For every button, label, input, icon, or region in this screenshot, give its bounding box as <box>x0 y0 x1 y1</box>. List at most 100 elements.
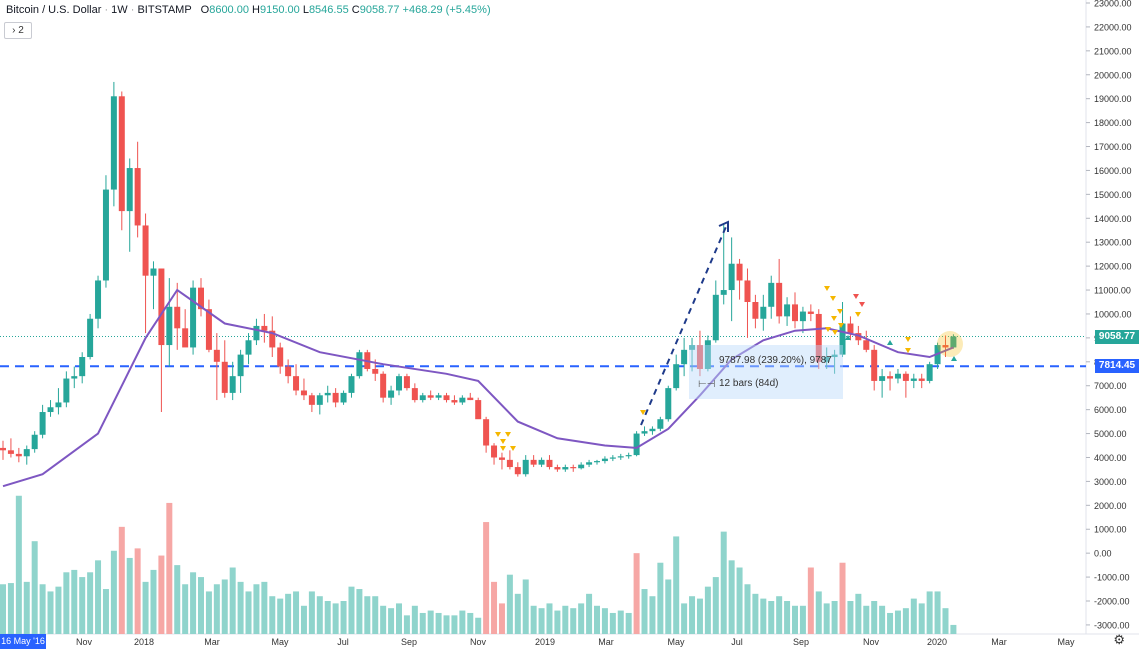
volume-bar <box>768 601 775 634</box>
candle-body <box>736 263 743 281</box>
volume-bar <box>823 603 830 634</box>
candle-body <box>689 345 696 350</box>
candle-body <box>23 449 30 457</box>
candle-body <box>673 364 680 389</box>
candle-body <box>799 311 806 322</box>
volume-bar <box>23 581 30 634</box>
volume-bar <box>570 608 577 634</box>
candle-body <box>475 400 482 420</box>
candle-body <box>760 306 767 319</box>
high-label: H <box>252 4 260 16</box>
volume-bar <box>174 565 181 634</box>
candle-body <box>514 467 521 475</box>
signal-marker <box>859 302 865 307</box>
candle-body <box>633 433 640 456</box>
chevron-right-icon: › <box>12 25 16 36</box>
price-tick-label: 3000.00 <box>1094 477 1127 487</box>
candle-body <box>752 302 759 319</box>
volume-bar <box>411 605 418 634</box>
candle-body <box>150 268 157 276</box>
volume-bar <box>285 593 292 634</box>
gear-icon[interactable]: ⚙ <box>1113 632 1125 647</box>
level-price-label: 7814.45 <box>1095 359 1139 373</box>
open-label: O <box>200 4 210 16</box>
price-tick-label: 17000.00 <box>1094 142 1132 152</box>
volume-bar <box>792 605 798 634</box>
candle-body <box>538 459 545 465</box>
candle-body <box>570 467 577 469</box>
volume-bar <box>673 536 680 634</box>
candle-body <box>324 392 331 396</box>
chart-header: Bitcoin / U.S. Dollar · 1W · BITSTAMP O8… <box>6 4 491 16</box>
signal-marker <box>905 348 911 353</box>
candle-body <box>308 395 315 405</box>
volume-bar <box>887 612 894 634</box>
candle-body <box>411 388 418 401</box>
candle-body <box>174 306 181 329</box>
signal-marker <box>837 309 843 314</box>
volume-bar <box>879 605 886 634</box>
price-tick-label: -1000.00 <box>1094 573 1130 583</box>
volume-bar <box>95 560 102 634</box>
price-tick-label: 19000.00 <box>1094 94 1132 104</box>
candle-body <box>491 445 498 458</box>
candle-body <box>601 458 608 462</box>
candle-body <box>720 290 727 295</box>
price-tick-label: 18000.00 <box>1094 118 1132 128</box>
time-tick-label: May <box>1057 637 1075 647</box>
volume-bar <box>601 608 608 634</box>
candle-body <box>910 378 917 381</box>
volume-bar <box>364 596 371 634</box>
volume-bar <box>356 589 363 634</box>
candle-body <box>396 376 402 391</box>
candle-body <box>245 340 252 355</box>
volume-bar <box>649 596 656 634</box>
candle-body <box>863 340 870 350</box>
change-value: +468.29 (+5.45%) <box>402 4 491 16</box>
interval-label[interactable]: 1W <box>111 4 128 16</box>
signal-marker <box>951 356 957 361</box>
volume-bar <box>229 567 236 634</box>
candle-body <box>483 419 490 446</box>
volume-bar <box>902 608 909 634</box>
candle-body <box>134 168 141 226</box>
candle-body <box>293 376 300 391</box>
volume-bar <box>126 557 133 634</box>
price-tick-label: 20000.00 <box>1094 70 1132 80</box>
volume-bar <box>696 598 703 634</box>
candle-body <box>530 459 537 465</box>
candle-body <box>221 361 228 393</box>
price-tick-label: 1000.00 <box>1094 525 1127 535</box>
collapse-indicators-button[interactable]: › 2 <box>4 22 32 39</box>
volume-bar <box>799 605 806 634</box>
candle-body <box>435 395 442 398</box>
volume-bar <box>182 584 189 634</box>
candle-body <box>15 453 22 457</box>
volume-bar <box>31 541 38 634</box>
time-tick-label: 2020 <box>927 637 947 647</box>
candle-body <box>950 336 957 348</box>
volume-bar <box>47 591 54 634</box>
candle-body <box>467 397 474 401</box>
signal-marker <box>830 296 836 301</box>
volume-bar <box>467 612 474 634</box>
volume-bar <box>39 584 46 634</box>
measure-change: 9787.98 (239.20%), 9787 <box>719 355 832 366</box>
volume-bar <box>71 569 78 634</box>
volume-bar <box>158 555 165 634</box>
candle-body <box>356 352 363 377</box>
measure-tooltip: 9787.98 (239.20%), 9787 ⊢⊣ 12 bars (84d) <box>689 345 843 399</box>
symbol-name[interactable]: Bitcoin / U.S. Dollar <box>6 4 102 16</box>
indicator-count: 2 <box>18 25 24 36</box>
volume-bar <box>443 615 450 634</box>
volume-bar <box>118 526 125 634</box>
close-value: 9058.77 <box>359 4 400 16</box>
volume-bar <box>316 596 323 634</box>
volume-bar <box>942 608 949 634</box>
price-tick-label: 15000.00 <box>1094 190 1132 200</box>
volume-bar <box>681 603 688 634</box>
candle-body <box>459 397 466 403</box>
volume-bar <box>324 601 331 634</box>
candle-body <box>300 390 307 396</box>
